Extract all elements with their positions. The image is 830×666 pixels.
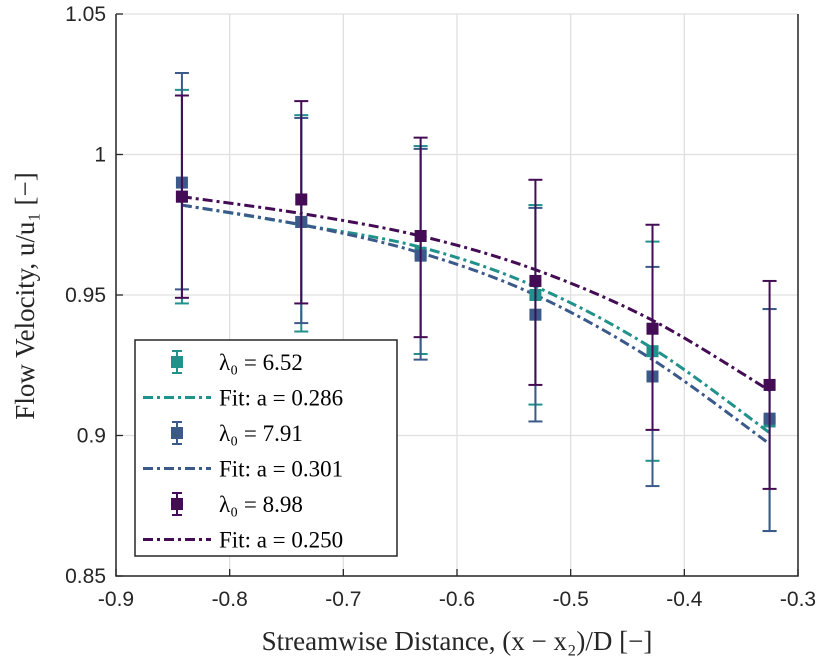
legend-marker xyxy=(171,356,183,368)
data-point xyxy=(175,190,188,203)
data-point xyxy=(763,378,776,391)
legend-series-label: λ₀ = 7.91 xyxy=(219,421,303,446)
axes: -0.9 -0.8 -0.7 -0.6 -0.5 -0.4 -0.3 0.85 0.9 0.95 1… xyxy=(65,3,816,611)
data-point xyxy=(646,322,659,335)
legend-fit-label: Fit: a = 0.286 xyxy=(219,386,343,411)
y-axis-label: Flow Velocity, u/u₁ [−] xyxy=(10,172,40,419)
data-point xyxy=(414,229,427,242)
legend-marker xyxy=(171,427,183,439)
legend-series-label: λ₀ = 8.98 xyxy=(219,492,303,517)
x-axis-label: Streamwise Distance, (x − x₂)/D [−] xyxy=(262,626,653,656)
x-tick-label: -0.4 xyxy=(666,588,703,611)
data-point xyxy=(529,274,542,287)
fit-curves xyxy=(181,195,771,446)
x-tick-label: -0.5 xyxy=(553,588,589,611)
legend-series-label: λ₀ = 6.52 xyxy=(219,350,303,375)
data-point xyxy=(295,193,308,206)
y-tick-label: 0.9 xyxy=(77,425,106,448)
legend: λ₀ = 6.52 Fit: a = 0.286 λ₀ = 7.91 Fit: a =… xyxy=(134,339,398,557)
x-tick-label: -0.6 xyxy=(439,588,475,611)
y-tick-label: 1.05 xyxy=(65,3,106,26)
x-tick-label: -0.7 xyxy=(325,588,361,611)
legend-fit-label: Fit: a = 0.250 xyxy=(219,528,343,553)
legend-fit-label: Fit: a = 0.301 xyxy=(219,457,343,482)
x-tick-label: -0.3 xyxy=(780,588,816,611)
legend-box xyxy=(134,339,398,557)
data-marks xyxy=(174,72,777,533)
y-tick-label: 1 xyxy=(94,144,106,167)
y-tick-label: 0.85 xyxy=(65,565,106,588)
fit-curve xyxy=(181,203,771,446)
legend-marker xyxy=(171,498,183,510)
x-tick-label: -0.9 xyxy=(98,588,134,611)
fit-curve xyxy=(181,195,771,392)
axes-frame xyxy=(115,14,799,577)
x-tick-label: -0.8 xyxy=(212,588,248,611)
y-tick-label: 0.95 xyxy=(65,284,106,307)
